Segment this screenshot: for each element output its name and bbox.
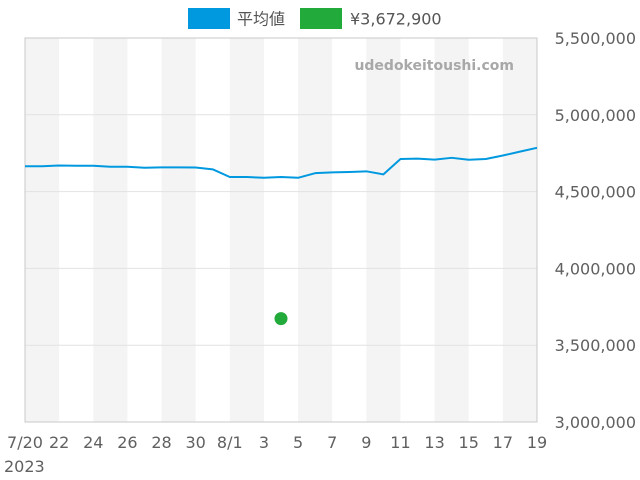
y-tick-label: 5,500,000 <box>555 29 636 48</box>
x-tick-label: 8/1 <box>217 433 243 452</box>
watermark: udedokeitoushi.com <box>354 58 514 74</box>
weekend-band <box>93 38 128 422</box>
x-tick-label: 5 <box>293 433 303 452</box>
x-tick-label: 15 <box>459 433 479 452</box>
x-axis-ticks: 7/20 22 24 26 28 30 8/1 3 5 7 9 11 13 15 17 19 <box>7 433 547 452</box>
y-tick-label: 4,000,000 <box>555 259 636 278</box>
weekend-band <box>25 38 60 422</box>
legend-series-label: 平均値 <box>237 10 285 29</box>
weekend-band <box>161 38 196 422</box>
y-tick-label: 4,500,000 <box>555 183 636 202</box>
weekend-band <box>366 38 401 422</box>
highlight-points <box>274 312 288 326</box>
x-tick-label: 19 <box>527 433 547 452</box>
legend-point-swatch <box>300 8 342 29</box>
x-tick-label: 28 <box>151 433 171 452</box>
legend: 平均値 ¥3,672,900 <box>188 8 442 29</box>
x-tick-label: 26 <box>117 433 137 452</box>
weekend-band <box>298 38 333 422</box>
data-point <box>274 312 288 326</box>
x-tick-label: 7 <box>327 433 337 452</box>
x-tick-label: 11 <box>390 433 410 452</box>
legend-series-swatch <box>188 8 230 29</box>
y-tick-label: 5,000,000 <box>555 106 636 125</box>
series-line <box>25 146 538 179</box>
x-tick-label: 24 <box>83 433 103 452</box>
weekend-band <box>229 38 264 422</box>
weekend-bands <box>25 38 537 422</box>
weekend-band <box>502 38 537 422</box>
y-tick-label: 3,000,000 <box>555 413 636 432</box>
legend-point-label: ¥3,672,900 <box>350 10 442 29</box>
x-tick-label: 17 <box>493 433 513 452</box>
x-tick-label: 3 <box>259 433 269 452</box>
x-tick-label: 7/20 <box>7 433 43 452</box>
plot-frame <box>24 37 538 423</box>
x-tick-label: 13 <box>424 433 444 452</box>
x-tick-label: 9 <box>361 433 371 452</box>
y-tick-label: 3,500,000 <box>555 336 636 355</box>
x-tick-label: 22 <box>49 433 69 452</box>
series-average <box>25 146 538 179</box>
x-tick-label: 30 <box>185 433 205 452</box>
y-axis-ticks: 5,500,000 5,000,000 4,500,000 4,000,000 3,50… <box>555 29 636 432</box>
weekend-band <box>434 38 469 422</box>
x-axis-year-label: 2023 <box>4 457 45 476</box>
